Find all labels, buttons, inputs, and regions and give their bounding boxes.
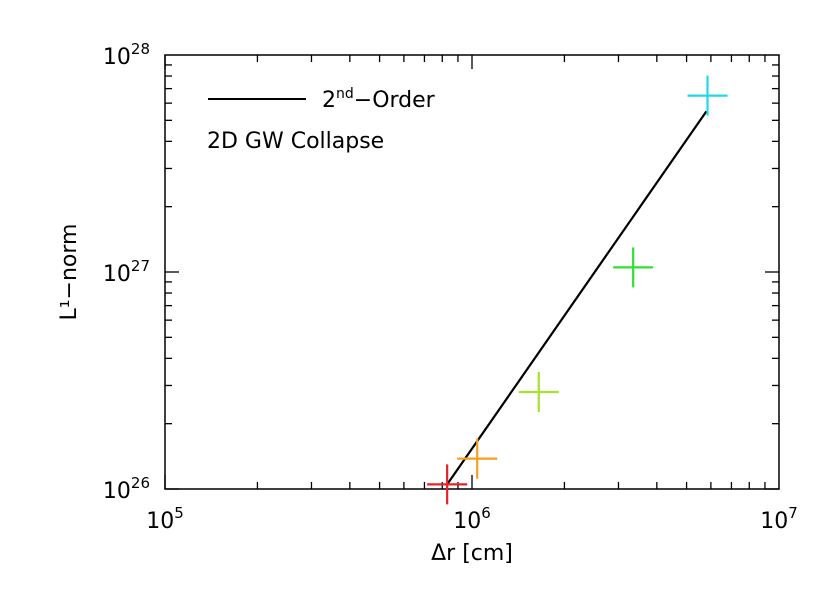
data-point xyxy=(687,75,728,116)
data-point xyxy=(613,247,654,288)
axis-tick-labels: 105 106 107 1026 1027 1028 xyxy=(103,40,798,534)
y-tick-label: 1026 xyxy=(103,474,150,504)
legend-annotation: 2D GW Collapse xyxy=(207,129,384,154)
fit-line-2nd-order xyxy=(446,110,708,486)
x-tick-label: 106 xyxy=(453,504,491,534)
data-point xyxy=(457,438,498,479)
data-point xyxy=(427,464,468,505)
legend: 2nd−Order 2D GW Collapse xyxy=(207,86,436,154)
x-tick-label: 105 xyxy=(146,504,184,534)
fit-line-layer xyxy=(446,110,708,486)
data-point xyxy=(518,371,559,412)
y-axis-title: L¹−norm xyxy=(57,223,82,320)
data-points xyxy=(427,75,728,505)
y-tick-label: 1028 xyxy=(103,40,150,70)
legend-line-label: 2nd−Order xyxy=(322,86,436,113)
plot-frame xyxy=(164,54,780,490)
axis-ticks xyxy=(164,55,779,490)
y-tick-label: 1027 xyxy=(103,257,150,287)
x-axis-title: Δr [cm] xyxy=(431,541,513,566)
x-tick-label: 107 xyxy=(760,504,798,534)
